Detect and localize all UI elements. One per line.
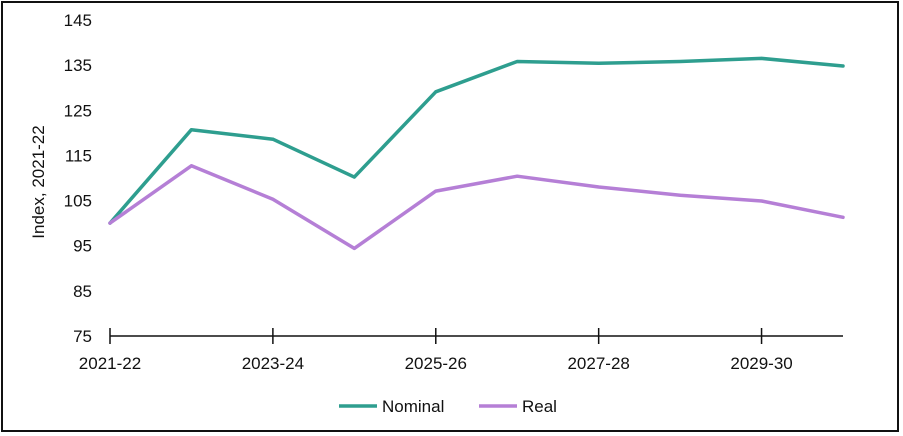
point-real-7 (678, 193, 682, 197)
point-real-1 (189, 164, 193, 168)
point-nominal-7 (678, 60, 682, 64)
point-nominal-6 (597, 61, 601, 65)
x-tick-label-0: 2021-22 (79, 354, 141, 373)
y-tick-label-0: 75 (73, 327, 92, 346)
y-tick-label-7: 145 (64, 11, 92, 30)
series-line-nominal (108, 56, 845, 225)
y-tick-label-2: 95 (73, 237, 92, 256)
legend-label-real: Real (522, 397, 557, 416)
point-real-0 (108, 221, 112, 225)
point-real-8 (760, 199, 764, 203)
point-nominal-2 (271, 137, 275, 141)
y-tick-label-6: 135 (64, 56, 92, 75)
point-real-2 (271, 197, 275, 201)
point-nominal-1 (189, 128, 193, 132)
point-nominal-5 (515, 60, 519, 64)
y-tick-label-4: 115 (65, 146, 92, 165)
series-line-real (108, 164, 845, 251)
point-nominal-8 (760, 56, 764, 60)
point-real-3 (352, 246, 356, 250)
legend-label-nominal: Nominal (382, 397, 444, 416)
point-nominal-9 (841, 64, 845, 68)
x-tick-label-1: 2023-24 (242, 354, 304, 373)
x-tick-label-4: 2029-30 (730, 354, 792, 373)
point-nominal-3 (352, 175, 356, 179)
y-axis-ticks: 75 85 95 105 115 125 135 145 (64, 11, 92, 346)
y-axis-label: Index, 2021-22 (29, 125, 48, 238)
point-real-6 (597, 185, 601, 189)
y-tick-label-5: 125 (64, 101, 92, 120)
point-real-9 (841, 215, 845, 219)
y-tick-label-3: 105 (64, 192, 92, 211)
x-tick-label-3: 2027-28 (567, 354, 629, 373)
point-real-4 (434, 189, 438, 193)
point-nominal-4 (434, 90, 438, 94)
x-axis: 2021-22 2023-24 2025-26 2027-28 2029-30 (79, 328, 843, 373)
series-lines (108, 56, 845, 251)
point-real-5 (515, 174, 519, 178)
y-tick-label-1: 85 (73, 282, 92, 301)
x-tick-label-2: 2025-26 (405, 354, 467, 373)
legend: Nominal Real (339, 397, 557, 416)
